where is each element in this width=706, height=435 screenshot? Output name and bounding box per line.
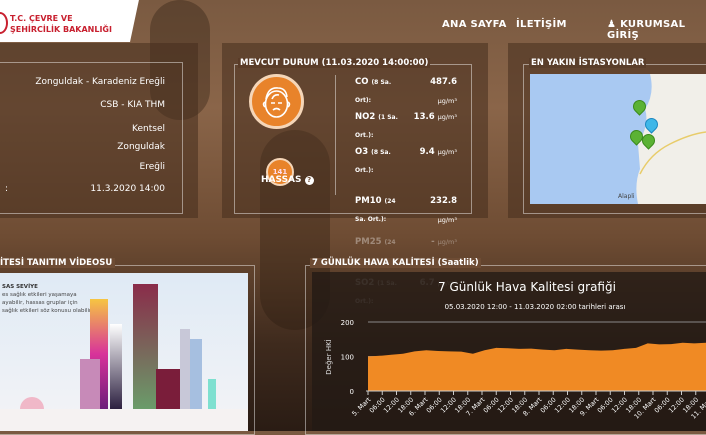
aqi-area-series bbox=[368, 343, 706, 391]
y-tick-label: 100 bbox=[341, 354, 354, 362]
y-axis-label: Değer HKİ bbox=[324, 339, 333, 374]
chart-title: 7 Günlük Hava Kalitesi grafiği bbox=[438, 280, 616, 294]
y-tick-label: 0 bbox=[350, 388, 354, 396]
chart-subtitle: 05.03.2020 12:00 - 11.03.2020 02:00 tari… bbox=[445, 303, 626, 311]
y-tick-label: 200 bbox=[341, 319, 354, 327]
